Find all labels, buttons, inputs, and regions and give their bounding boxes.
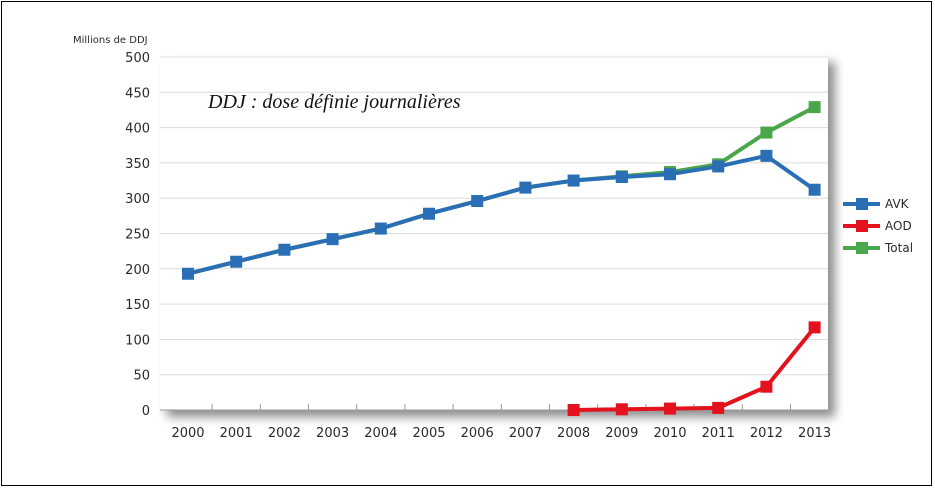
x-tick-label: 2010 xyxy=(653,426,686,441)
y-tick-label: 0 xyxy=(142,404,150,419)
y-tick-labels: 0 50 100 150 200 250 300 350 400 450 500 xyxy=(125,51,150,419)
point-avk-2013 xyxy=(808,183,821,196)
legend-swatch-marker xyxy=(856,242,868,254)
point-total-2012 xyxy=(760,126,773,139)
series-avk xyxy=(182,149,821,280)
y-tick-label: 200 xyxy=(125,263,150,278)
legend-label: Total xyxy=(884,241,913,255)
y-tick-label: 100 xyxy=(125,333,150,348)
x-tick-label: 2004 xyxy=(364,426,397,441)
point-avk-2005 xyxy=(423,207,435,220)
y-tick-label: 500 xyxy=(125,51,150,66)
legend-label: AVK xyxy=(885,197,910,211)
series-line-aod xyxy=(573,326,817,412)
point-aod-2011 xyxy=(712,401,725,414)
y-tick-label: 400 xyxy=(125,122,150,137)
point-aod-2012 xyxy=(760,380,773,393)
point-avk-2007 xyxy=(519,181,532,194)
point-avk-2010 xyxy=(664,168,676,181)
point-avk-2008 xyxy=(567,174,580,187)
point-avk-2000 xyxy=(182,267,194,280)
legend-item-aod: AOD xyxy=(843,219,912,233)
x-tick-label: 2002 xyxy=(268,426,301,441)
legend-label: AOD xyxy=(885,219,912,233)
y-tick-label: 450 xyxy=(125,86,150,101)
legend-item-avk: AVK xyxy=(843,197,910,211)
point-aod-2013 xyxy=(808,321,821,334)
x-tick-label: 2011 xyxy=(702,426,735,441)
x-tick-label: 2003 xyxy=(316,426,349,441)
x-tick-label: 2000 xyxy=(171,426,204,441)
x-tick-label: 2001 xyxy=(220,426,253,441)
legend-swatch-marker xyxy=(856,198,868,210)
series-layer xyxy=(182,101,821,416)
x-tick-label: 2005 xyxy=(412,426,445,441)
x-tick-label: 2009 xyxy=(605,426,638,441)
point-total-2013 xyxy=(808,101,821,114)
point-avk-2006 xyxy=(471,195,484,208)
series-line-avk xyxy=(187,153,816,276)
point-aod-2009 xyxy=(615,403,628,416)
point-avk-2004 xyxy=(374,222,387,235)
series-aod xyxy=(567,321,821,416)
point-avk-2011 xyxy=(712,160,725,173)
x-tick-labels: 2000 2001 2002 2003 2004 2005 2006 2007 2008 2009… xyxy=(171,426,831,441)
x-tick-label: 2006 xyxy=(461,426,494,441)
y-tick-label: 250 xyxy=(125,228,150,243)
y-axis-unit-label: Millions de DDJ xyxy=(73,35,148,46)
y-tick-label: 350 xyxy=(125,157,150,172)
x-tick-label: 2008 xyxy=(557,426,590,441)
point-avk-2009 xyxy=(615,171,628,184)
point-avk-2001 xyxy=(230,255,243,268)
y-tick-label: 150 xyxy=(125,298,150,313)
point-avk-2012 xyxy=(760,149,773,162)
x-tick-label: 2013 xyxy=(798,426,831,441)
point-aod-2008 xyxy=(567,404,580,416)
point-avk-2002 xyxy=(278,243,291,256)
definition-annotation: DDJ : dose définie journalières xyxy=(207,91,461,113)
legend-swatch-marker xyxy=(856,220,868,232)
legend: AVK AOD Total xyxy=(843,197,913,255)
point-aod-2010 xyxy=(664,402,676,415)
legend-item-total: Total xyxy=(843,241,913,255)
plot-background xyxy=(160,55,828,410)
x-tick-label: 2012 xyxy=(750,426,783,441)
point-avk-2003 xyxy=(326,233,339,246)
y-tick-label: 300 xyxy=(125,192,150,207)
x-tick-label: 2007 xyxy=(509,426,542,441)
y-tick-label: 50 xyxy=(133,369,150,384)
